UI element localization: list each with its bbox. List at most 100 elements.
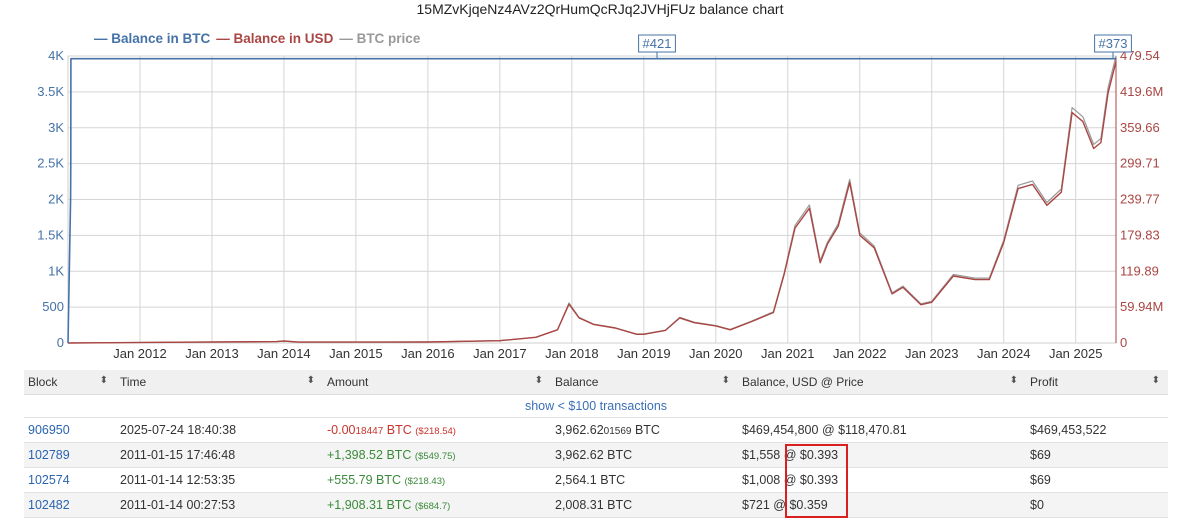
balance-main: 2,008.31 [555,498,604,512]
legend-item[interactable]: — BTC price [339,31,421,46]
balance-usd-value: $1,008 [742,473,781,487]
y-left-tick-label: 0 [57,335,64,350]
amount-usd: ($549.75) [414,451,456,462]
sort-icon[interactable]: ⬍ [306,375,315,386]
chart-legend: — Balance in BTC — Balance in USD — BTC pr… [94,31,421,46]
x-tick-label: Jan 2023 [905,346,959,361]
transactions-table: Block ⬍ Time ⬍ Amount ⬍ Balance ⬍ Balance, USD @… [24,370,1168,518]
balance-main: 3,962.62 [555,448,604,462]
amount-value: +555.79 BTC ($218.43) [327,473,445,487]
x-tick-label: Jan 2024 [977,346,1031,361]
amount-main: -0.00 [327,423,356,437]
amount-value: -0.0018447 BTC ($218.54) [327,423,456,437]
y-right-tick-label: 119.89 [1120,263,1159,278]
balance-usd-cell: $721 @ $0.359 [738,492,1026,518]
table-row: 906950 2025-07-24 18:40:38 -0.0018447 BTC … [24,417,1168,443]
amount-usd: ($218.54) [415,426,456,437]
balance-usd-cell: $469,454,800 @ $118,470.81 [738,417,1026,443]
block-link[interactable]: 102789 [28,448,70,462]
column-header[interactable]: Profit ⬍ [1026,370,1168,395]
legend-item[interactable]: — Balance in BTC [94,31,211,46]
balance-unit: BTC [603,448,633,462]
flag-box [638,34,676,53]
y-right-tick-label: 359.66 [1120,120,1160,135]
amount-main: +1,398.52 [327,448,383,462]
y-left-tick-label: 3.5K [37,84,64,99]
x-tick-label: Jan 2013 [185,346,239,361]
table-row: 102482 2011-01-14 00:27:53 +1,908.31 BTC (… [24,492,1168,518]
amount-usd: ($218.43) [404,476,446,487]
btc-price-value: $0.393 [799,448,839,462]
amount-main: +1,908.31 [327,498,383,512]
balance-unit: BTC [596,473,626,487]
chart-series [67,55,1117,344]
y-left-tick-label: 500 [42,299,64,314]
table-header-row: Block ⬍ Time ⬍ Amount ⬍ Balance ⬍ Balance, USD @… [24,370,1168,395]
y-right-tick-label: 419.6M [1120,84,1163,99]
column-header-label: Profit [1030,375,1059,389]
x-tick-label: Jan 2025 [1049,346,1103,361]
y-left-tick-label: 4K [48,48,64,63]
block-cell: 102574 [24,467,116,493]
y-left-tick-label: 1.5K [37,227,64,242]
chart-flags: #421 #373 [638,34,1132,58]
column-header[interactable]: Amount ⬍ [323,370,551,395]
column-header[interactable]: Balance ⬍ [551,370,738,395]
y-left-tick-label: 2K [48,192,64,207]
block-link[interactable]: 102482 [28,498,70,512]
x-tick-label: Jan 2022 [833,346,887,361]
legend-item[interactable]: — Balance in USD [216,31,333,46]
amount-value: +1,398.52 BTC ($549.75) [327,448,456,462]
x-tick-label: Jan 2014 [257,346,311,361]
block-link[interactable]: 906950 [28,423,70,437]
amount-cell: +555.79 BTC ($218.43) [323,467,551,493]
column-header[interactable]: Balance, USD @ Price ⬍ [738,370,1026,395]
column-header[interactable]: Time ⬍ [116,370,323,395]
sort-icon[interactable]: ⬍ [1009,375,1018,386]
y-right-tick-label: 179.83 [1120,227,1160,242]
chart-grid [67,55,1117,344]
time-cell: 2011-01-15 17:46:48 [116,442,323,468]
flag-label: #421 [643,36,672,51]
time-cell: 2011-01-14 12:53:35 [116,467,323,493]
sort-icon[interactable]: ⬍ [721,375,730,386]
profit-cell: $69 [1026,442,1168,468]
profit-cell: $0 [1026,492,1168,518]
time-cell: 2011-01-14 00:27:53 [116,492,323,518]
x-tick-label: Jan 2017 [473,346,527,361]
amount-main: +555.79 [327,473,373,487]
amount-cell: +1,398.52 BTC ($549.75) [323,442,551,468]
amount-cell: +1,908.31 BTC ($684.7) [323,492,551,518]
balance-unit: BTC [603,498,633,512]
balance-usd-separator: @ [769,498,790,512]
balance-usd-separator: @ [818,423,839,437]
block-link[interactable]: 102574 [28,473,70,487]
table-row: 102574 2011-01-14 12:53:35 +555.79 BTC ($2… [24,467,1168,493]
block-cell: 102482 [24,492,116,518]
y-left-tick-label: 1K [48,263,64,278]
balance-cell: 2,564.1 BTC [551,467,738,493]
balance-main: 3,962.62 [555,423,604,437]
btc-price-value: $0.393 [799,473,839,487]
sort-icon[interactable]: ⬍ [99,375,108,386]
table-row: 102789 2011-01-15 17:46:48 +1,398.52 BTC (… [24,442,1168,468]
x-tick-label: Jan 2012 [113,346,167,361]
column-header[interactable]: Block ⬍ [24,370,116,395]
y-right-tick-label: 59.94M [1120,299,1163,314]
block-cell: 102789 [24,442,116,468]
amount-cell: -0.0018447 BTC ($218.54) [323,417,551,443]
sort-icon[interactable]: ⬍ [534,375,543,386]
price-highlight-box [785,444,848,518]
x-tick-label: Jan 2020 [689,346,743,361]
x-tick-label: Jan 2018 [545,346,599,361]
balance-unit: BTC [631,423,660,437]
amount-unit: BTC [382,498,415,512]
time-cell: 2025-07-24 18:40:38 [116,417,323,443]
sort-icon[interactable]: ⬍ [1151,375,1160,386]
balance-small-digits: 01569 [603,426,632,437]
balance-usd-cell: $1,008 @ $0.393 [738,467,1026,493]
chart-axes: 0 0 500 59.94M 1K 119.89 1.5K 179.83 2K 239.77 2.5… [37,48,1163,361]
chart-title: 15MZvKjqeNz4AVz2QrHumQcRJq2JVHjFUz balan… [416,1,784,17]
show-small-transactions-link[interactable]: show < $100 transactions [24,394,1168,418]
balance-chart: 0 0 500 59.94M 1K 119.89 1.5K 179.83 2K 239.77 2.5… [37,31,1163,361]
